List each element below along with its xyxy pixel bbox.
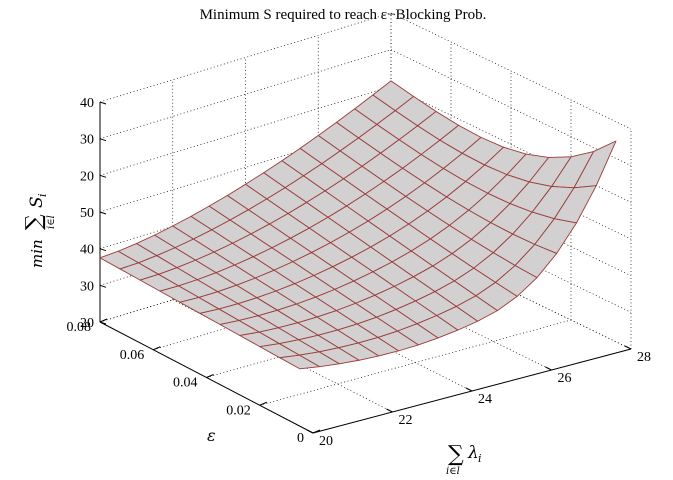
grid-line xyxy=(390,12,632,130)
x-tick-mark xyxy=(624,345,632,350)
x-tick-mark xyxy=(465,387,473,392)
x-tick-mark xyxy=(545,366,552,371)
x-axis-label: ∑ i∈l λ i xyxy=(446,442,482,477)
x-label-sum: ∑ xyxy=(448,442,464,467)
z-tick-mark xyxy=(99,174,107,178)
y-tick-mark xyxy=(153,346,161,351)
z-axis-label: min ∑ i∈l S i xyxy=(22,193,57,268)
tick-labels: 2030405020304000.020.040.060.08202224262… xyxy=(67,96,652,449)
x-label-under: i∈l xyxy=(446,466,460,477)
surface-quad xyxy=(99,250,139,270)
grid-line xyxy=(99,12,392,103)
z-tick-mark xyxy=(99,101,107,105)
z-tick-label: 20 xyxy=(80,169,94,184)
x-tick-label: 22 xyxy=(399,413,413,428)
z-label-sum: ∑ xyxy=(22,214,47,230)
grid-line xyxy=(390,49,632,166)
z-tick-label: 30 xyxy=(80,279,94,294)
z-tick-mark xyxy=(99,211,107,215)
y-tick-mark xyxy=(312,429,321,434)
x-label-main: λ xyxy=(467,443,479,463)
y-axis-label: ε xyxy=(207,426,216,445)
y-tick-label: 0.08 xyxy=(67,320,92,335)
z-label-under: i∈l xyxy=(46,215,57,229)
z-tick-label: 30 xyxy=(80,133,94,148)
grid-line xyxy=(390,86,632,203)
x-tick-label: 24 xyxy=(478,392,492,407)
y-tick-label: 0.04 xyxy=(173,376,198,391)
y-tick-mark xyxy=(206,374,214,378)
y-tick-label: 0.02 xyxy=(226,403,251,418)
z-tick-mark xyxy=(99,138,107,142)
z-tick-mark xyxy=(99,248,107,252)
surface-mesh xyxy=(99,80,617,370)
x-tick-mark xyxy=(306,429,314,434)
z-label-sub: i xyxy=(36,193,49,197)
z-tick-mark xyxy=(99,284,107,288)
x-label-sub: i xyxy=(478,452,482,465)
y-tick-label: 0.06 xyxy=(120,348,145,363)
z-label-main: S xyxy=(27,196,47,208)
grid-line xyxy=(259,319,572,406)
x-tick-label: 20 xyxy=(319,434,333,449)
z-tick-mark xyxy=(99,321,107,325)
x-tick-mark xyxy=(386,408,393,413)
y-tick-mark xyxy=(259,401,267,406)
chart-title: Minimum S required to reach ε−Blocking P… xyxy=(200,7,487,23)
x-tick-label: 26 xyxy=(558,371,572,386)
z-tick-label: 40 xyxy=(80,243,94,258)
z-label-prefix: min xyxy=(28,239,46,268)
x-tick-label: 28 xyxy=(637,350,651,365)
z-tick-label: 50 xyxy=(80,206,94,221)
y-tick-mark xyxy=(99,318,108,323)
y-tick-label: 0 xyxy=(297,431,304,446)
z-tick-label: 20 xyxy=(80,316,94,331)
z-tick-label: 40 xyxy=(80,96,94,111)
